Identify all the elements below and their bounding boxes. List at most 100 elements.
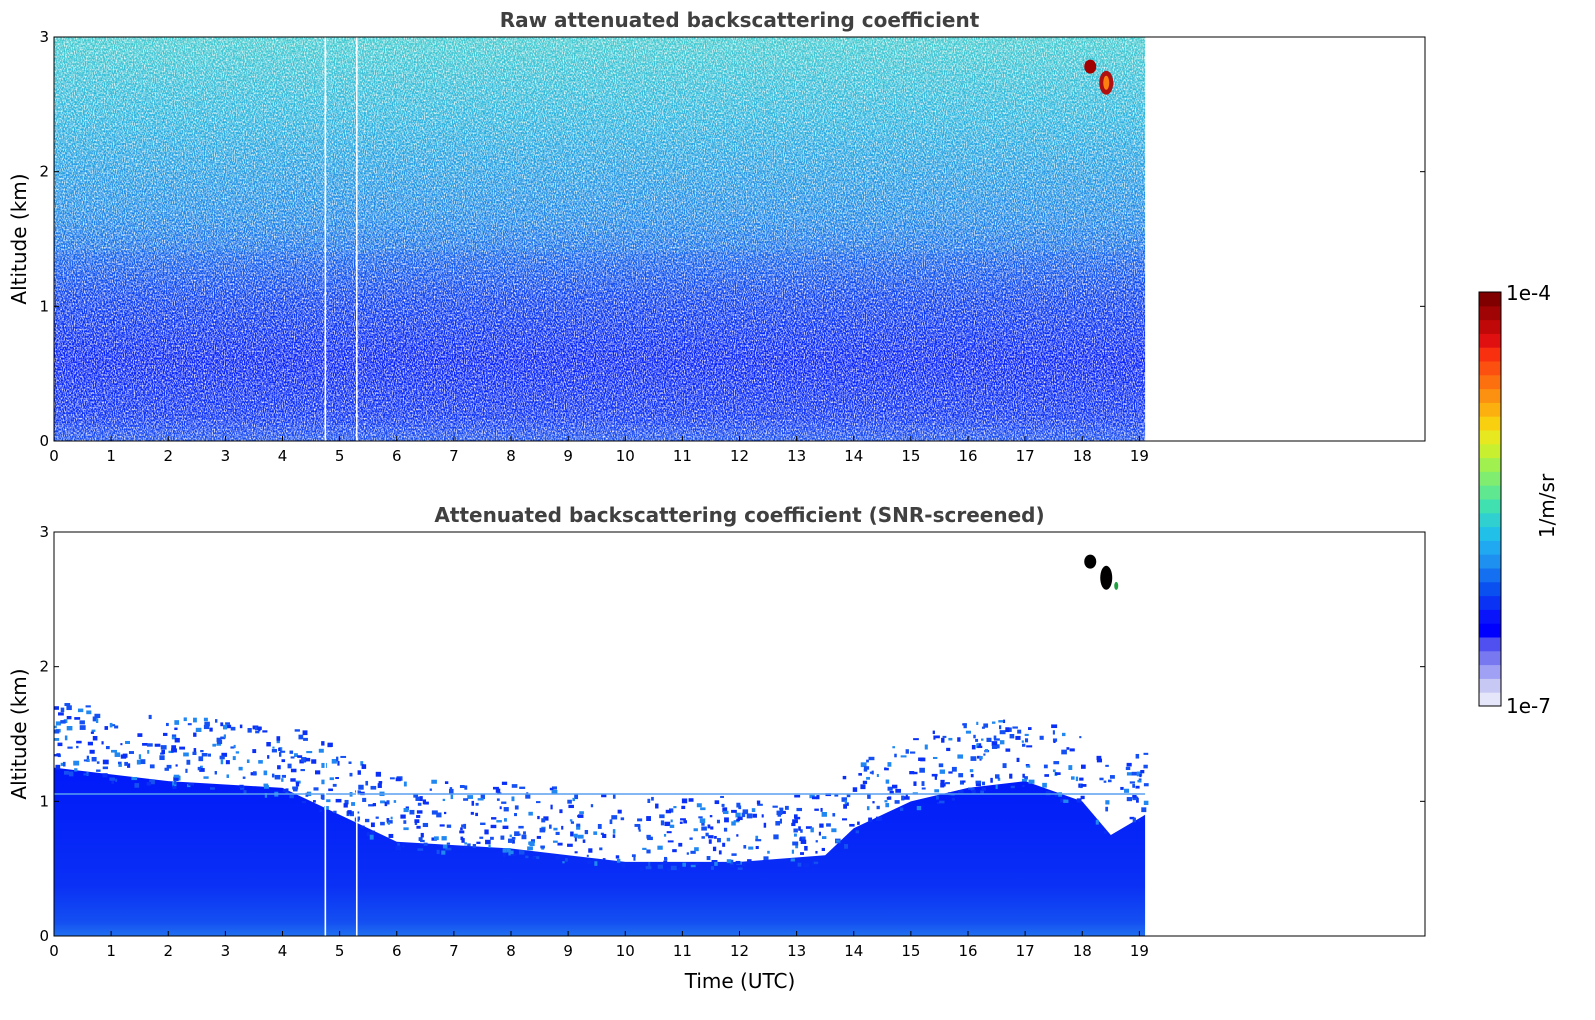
cloud-edge bbox=[1114, 581, 1119, 590]
speckle bbox=[698, 816, 703, 819]
x-tick-label: 15 bbox=[901, 942, 920, 960]
speckle bbox=[178, 775, 181, 781]
speckle bbox=[463, 823, 467, 829]
speckle bbox=[913, 781, 917, 786]
speckle bbox=[429, 788, 432, 791]
speckle bbox=[400, 814, 406, 819]
speckle bbox=[793, 833, 797, 837]
speckle bbox=[441, 850, 446, 855]
speckle bbox=[413, 793, 419, 798]
speckle bbox=[56, 753, 61, 757]
speckle bbox=[173, 777, 179, 781]
speckle bbox=[1060, 798, 1066, 803]
speckle bbox=[638, 829, 641, 832]
speckle bbox=[263, 770, 268, 776]
x-axis: 0 1 2 3 4 5 6 7 8 9 10 11 12 13 14 15 16 17 18 19 bbox=[49, 436, 1149, 465]
speckle bbox=[501, 781, 508, 785]
speckle bbox=[389, 777, 395, 780]
speckle bbox=[889, 790, 894, 795]
x-tick-label: 10 bbox=[616, 447, 635, 465]
speckle bbox=[459, 785, 465, 789]
speckle bbox=[710, 866, 714, 870]
speckle bbox=[475, 812, 479, 817]
speckle bbox=[539, 827, 546, 833]
speckle bbox=[289, 750, 294, 754]
speckle bbox=[238, 766, 243, 771]
raw-backscatter-panel: Raw attenuated backscattering coefficien… bbox=[7, 8, 1426, 465]
speckle bbox=[706, 856, 711, 861]
x-tick-label: 17 bbox=[1016, 942, 1035, 960]
speckle bbox=[55, 721, 61, 726]
speckle bbox=[305, 757, 311, 762]
speckle bbox=[306, 750, 313, 754]
gap-line bbox=[355, 532, 358, 936]
speckle bbox=[109, 777, 115, 781]
speckle bbox=[472, 843, 477, 848]
speckle bbox=[892, 746, 896, 749]
speckle bbox=[94, 713, 101, 719]
speckle bbox=[85, 705, 91, 708]
speckle bbox=[601, 794, 607, 798]
colorbar-swatch bbox=[1479, 485, 1501, 500]
speckle bbox=[570, 821, 575, 824]
x-tick-label: 8 bbox=[506, 447, 516, 465]
speckle bbox=[1079, 777, 1084, 781]
speckle bbox=[1080, 795, 1085, 800]
speckle bbox=[200, 765, 203, 770]
speckle bbox=[970, 773, 974, 778]
speckle bbox=[933, 735, 936, 740]
speckle bbox=[576, 823, 581, 827]
speckle bbox=[503, 807, 509, 812]
x-tick-label: 0 bbox=[49, 447, 59, 465]
y-tick-label: 3 bbox=[39, 523, 49, 541]
speckle bbox=[1026, 745, 1033, 748]
speckle bbox=[495, 788, 501, 793]
speckle bbox=[386, 818, 390, 823]
speckle bbox=[1143, 752, 1149, 755]
speckle bbox=[64, 735, 68, 741]
speckle bbox=[681, 805, 686, 810]
speckle bbox=[862, 780, 868, 785]
speckle bbox=[866, 806, 870, 811]
cloud-feature bbox=[1084, 554, 1119, 590]
speckle bbox=[370, 822, 375, 828]
x-tick-label: 3 bbox=[221, 942, 231, 960]
x-axis: 0 1 2 3 4 5 6 7 8 9 10 11 12 13 14 15 16 17 18 19 bbox=[49, 931, 1149, 960]
speckle bbox=[540, 845, 545, 849]
speckle bbox=[689, 837, 693, 840]
speckle bbox=[672, 849, 677, 853]
speckle bbox=[276, 736, 281, 741]
speckle bbox=[660, 820, 665, 826]
speckle bbox=[816, 795, 820, 800]
speckle bbox=[87, 741, 93, 746]
x-tick-label: 8 bbox=[506, 942, 516, 960]
speckle bbox=[278, 752, 282, 757]
x-tick-label: 9 bbox=[563, 942, 573, 960]
speckle bbox=[784, 805, 789, 810]
colorbar-swatch bbox=[1479, 499, 1501, 514]
speckle bbox=[1129, 816, 1135, 820]
speckle bbox=[1009, 773, 1013, 779]
colorbar-swatch bbox=[1479, 512, 1501, 528]
x-tick-label: 14 bbox=[844, 447, 863, 465]
speckle bbox=[263, 783, 269, 787]
speckle bbox=[884, 800, 888, 803]
speckle bbox=[226, 774, 230, 778]
speckle bbox=[792, 841, 799, 846]
speckle bbox=[659, 814, 665, 819]
speckle bbox=[1135, 785, 1140, 789]
speckle bbox=[395, 777, 401, 782]
speckle bbox=[588, 848, 593, 853]
speckle bbox=[203, 776, 209, 779]
speckle bbox=[975, 780, 982, 784]
colorbar-swatch bbox=[1479, 540, 1501, 555]
speckle bbox=[1108, 779, 1112, 783]
speckle bbox=[737, 816, 743, 821]
speckle bbox=[138, 754, 142, 760]
speckle bbox=[127, 763, 131, 768]
speckle bbox=[1061, 749, 1067, 755]
speckle bbox=[590, 804, 594, 808]
speckle bbox=[946, 747, 951, 752]
speckle bbox=[899, 807, 904, 812]
speckle bbox=[321, 762, 328, 768]
